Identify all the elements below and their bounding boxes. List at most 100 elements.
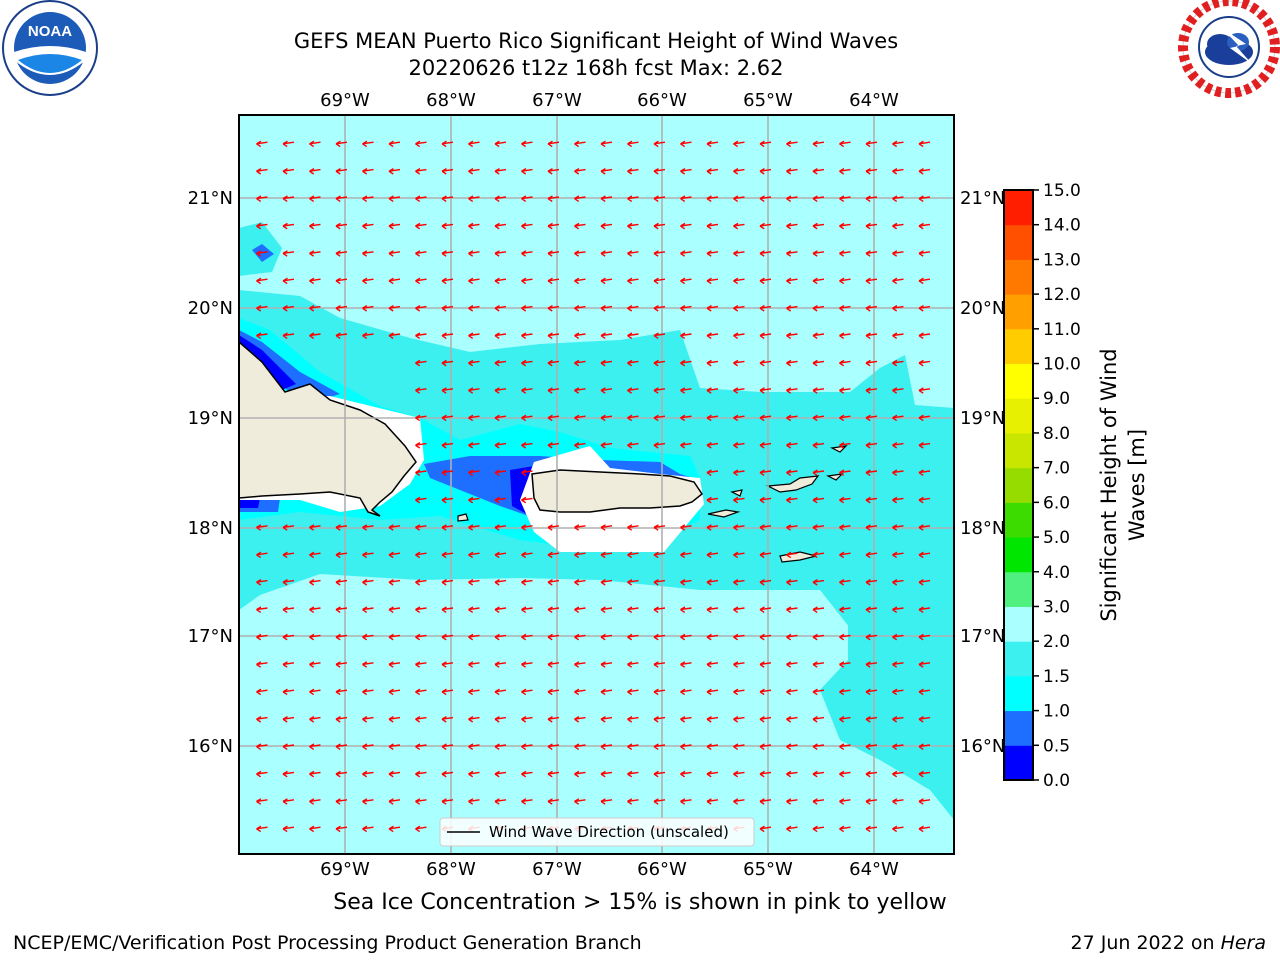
wave-direction-arrow — [362, 661, 374, 668]
wave-direction-arrow — [680, 250, 692, 257]
wave-direction-arrow — [786, 633, 798, 641]
colorbar-tick-label: 6.0 — [1043, 493, 1070, 513]
wave-direction-arrow — [441, 250, 454, 257]
wave-direction-arrow — [839, 167, 851, 175]
colorbar-frame — [1003, 189, 1034, 781]
wave-direction-arrow — [706, 469, 719, 476]
colorbar-segment — [1004, 745, 1033, 781]
wave-direction-arrow — [918, 688, 931, 696]
wave-direction-arrow — [627, 414, 639, 422]
wave-direction-arrow — [388, 578, 401, 586]
wave-direction-arrow — [335, 798, 348, 805]
wave-direction-arrow — [388, 798, 401, 805]
wave-direction-arrow — [759, 715, 772, 723]
wave-direction-arrow — [812, 578, 825, 586]
wave-direction-arrow — [839, 469, 851, 476]
map-legend: Wind Wave Direction (unscaled) — [439, 817, 755, 847]
wave-direction-arrow — [600, 633, 613, 641]
wave-direction-arrow — [256, 825, 268, 833]
wave-direction-arrow — [335, 140, 348, 148]
wave-direction-arrow — [892, 140, 904, 148]
wave-direction-arrow — [282, 332, 295, 339]
wave-direction-arrow — [415, 387, 427, 394]
wave-direction-arrow — [812, 304, 825, 312]
wave-direction-arrow — [839, 798, 851, 805]
wave-direction-arrow — [494, 222, 507, 230]
wave-direction-arrow — [759, 551, 772, 559]
wave-direction-arrow — [865, 633, 878, 641]
wave-direction-arrow — [706, 633, 719, 641]
wave-direction-arrow — [759, 414, 772, 422]
wave-direction-arrow — [388, 222, 401, 230]
wave-direction-arrow — [812, 387, 825, 394]
wave-direction-arrow — [441, 578, 454, 586]
wave-direction-arrow — [415, 633, 427, 641]
wave-direction-arrow — [494, 688, 507, 696]
wave-direction-arrow — [706, 140, 719, 148]
wave-direction-arrow — [494, 496, 507, 504]
wave-direction-arrow — [706, 606, 719, 613]
wave-direction-arrow — [362, 222, 374, 230]
wave-direction-arrow — [415, 167, 427, 175]
wave-direction-arrow — [680, 715, 692, 723]
wave-direction-arrow — [706, 578, 719, 586]
wave-direction-arrow — [653, 359, 666, 367]
footer-left: NCEP/EMC/Verification Post Processing Pr… — [13, 932, 642, 954]
wave-direction-arrow — [733, 688, 745, 696]
colorbar-tick-label: 5.0 — [1043, 528, 1070, 548]
wave-direction-arrow — [839, 496, 851, 504]
wave-direction-arrow — [256, 332, 268, 339]
wave-direction-arrow — [865, 524, 878, 531]
wave-direction-arrow — [733, 469, 745, 476]
wave-direction-arrow — [256, 578, 268, 586]
colorbar-segment — [1004, 259, 1033, 295]
wave-direction-arrow — [918, 140, 931, 148]
wave-direction-arrow — [309, 524, 321, 531]
wave-direction-arrow — [600, 798, 613, 805]
wave-direction-arrow — [733, 798, 745, 805]
wave-direction-arrow — [759, 770, 772, 778]
wave-direction-arrow — [547, 277, 560, 285]
wave-direction-arrow — [653, 688, 666, 696]
colorbar-label-line1: Significant Height of Wind — [1097, 348, 1121, 621]
wave-direction-arrow — [786, 661, 798, 668]
colorbar-tick-label: 3.0 — [1043, 597, 1070, 617]
lat-label-right-20: 20°N — [960, 298, 1005, 319]
wave-direction-arrow — [521, 195, 533, 202]
wave-direction-arrow — [494, 606, 507, 613]
wave-direction-arrow — [918, 359, 931, 367]
wave-direction-arrow — [521, 633, 533, 641]
wave-direction-arrow — [494, 387, 507, 394]
wave-direction-arrow — [839, 195, 851, 202]
lat-label-left-18: 18°N — [188, 518, 233, 539]
wave-direction-arrow — [494, 633, 507, 641]
wave-direction-arrow — [256, 633, 268, 641]
colorbar-segment — [1004, 398, 1033, 434]
wave-direction-arrow — [256, 304, 268, 312]
colorbar-tick-label: 14.0 — [1043, 216, 1081, 236]
wave-direction-arrow — [627, 304, 639, 312]
wave-direction-arrow — [309, 195, 321, 202]
wave-direction-arrow — [706, 414, 719, 422]
wave-direction-arrow — [547, 743, 560, 750]
wave-direction-arrow — [918, 496, 931, 504]
wave-direction-arrow — [335, 304, 348, 312]
wave-direction-arrow — [865, 743, 878, 750]
wave-direction-arrow — [415, 441, 427, 449]
wave-direction-arrow — [388, 551, 401, 559]
land-mona — [457, 513, 469, 522]
wave-direction-arrow — [335, 524, 348, 531]
wave-direction-arrow — [494, 167, 507, 175]
wave-direction-arrow — [839, 688, 851, 696]
wave-direction-arrow — [600, 359, 613, 367]
wave-direction-arrow — [494, 578, 507, 586]
wave-direction-arrow — [362, 250, 374, 257]
lon-label-top-65: 65°W — [743, 90, 793, 111]
wave-direction-arrow — [706, 770, 719, 778]
wave-direction-arrow — [362, 770, 374, 778]
map-frame — [238, 114, 955, 855]
footer-date: 27 Jun 2022 on — [1070, 932, 1221, 954]
wave-direction-arrow — [918, 414, 931, 422]
wave-direction-arrow — [468, 222, 480, 230]
wave-direction-arrow — [653, 304, 666, 312]
